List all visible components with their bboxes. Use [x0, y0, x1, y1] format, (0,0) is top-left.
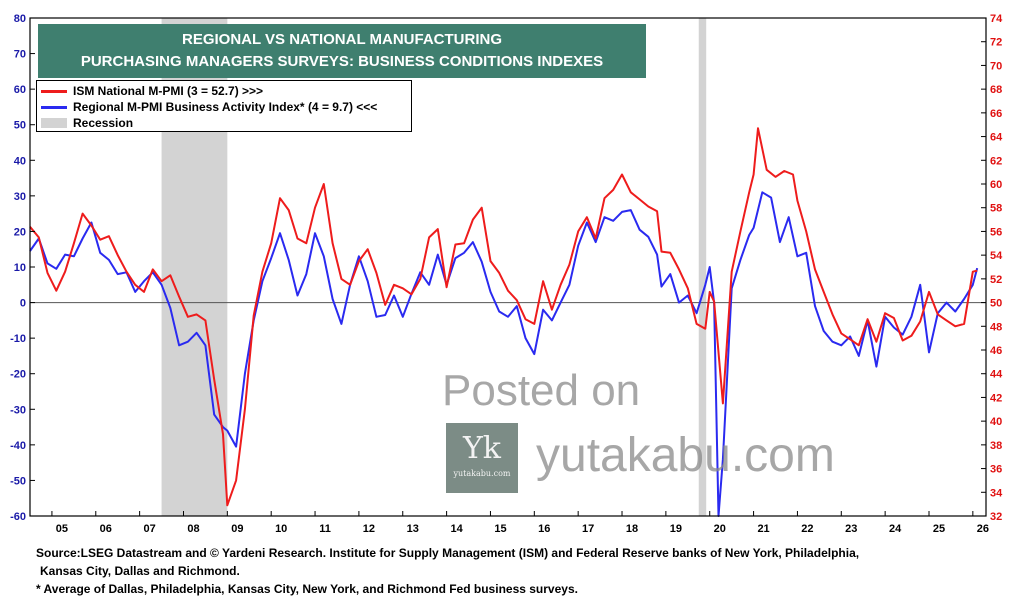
- watermark-line2: yutakabu.com: [536, 429, 835, 482]
- left-tick-label: 60: [14, 84, 26, 96]
- x-tick-label: 20: [714, 523, 726, 535]
- right-tick-label: 62: [990, 155, 1002, 167]
- logo-text: yutakabu.com: [453, 469, 511, 478]
- x-tick-label: 18: [626, 523, 638, 535]
- x-tick-label: 12: [363, 523, 375, 535]
- right-tick-label: 68: [990, 84, 1002, 96]
- watermark-line1: Posted on: [442, 366, 641, 415]
- right-tick-label: 74: [990, 13, 1003, 25]
- right-tick-label: 44: [990, 369, 1003, 381]
- left-y-axis: -60 -50 -40 -30 -20 -10 0 10 20 30 40 50 60 70 80: [10, 13, 35, 523]
- left-tick-label: 80: [14, 13, 26, 25]
- x-tick-label: 25: [933, 523, 945, 535]
- right-tick-label: 48: [990, 321, 1002, 333]
- x-tick-label: 14: [450, 523, 463, 535]
- x-tick-label: 15: [494, 523, 506, 535]
- right-tick-label: 56: [990, 226, 1002, 238]
- left-tick-label: 50: [14, 120, 26, 132]
- left-tick-label: -10: [10, 333, 26, 345]
- x-tick-label: 08: [187, 523, 199, 535]
- legend-label-regional: Regional M-PMI Business Activity Index* …: [73, 100, 378, 114]
- x-tick-label: 22: [801, 523, 813, 535]
- left-tick-label: 10: [14, 262, 26, 274]
- chart-title: REGIONAL VS NATIONAL MANUFACTURING PURCH…: [38, 24, 646, 78]
- right-tick-label: 60: [990, 179, 1002, 191]
- left-tick-label: -60: [10, 511, 26, 523]
- right-tick-label: 36: [990, 464, 1002, 476]
- x-tick-label: 05: [56, 523, 68, 535]
- right-tick-label: 34: [990, 487, 1003, 499]
- right-tick-label: 50: [990, 298, 1002, 310]
- right-tick-label: 64: [990, 132, 1003, 144]
- legend: ISM National M-PMI (3 = 52.7) >>> Region…: [36, 80, 412, 132]
- legend-swatch-recession: [41, 118, 67, 128]
- x-tick-label: 17: [582, 523, 594, 535]
- x-tick-label: 06: [100, 523, 112, 535]
- left-tick-label: 20: [14, 226, 26, 238]
- series-line-ism: [29, 127, 978, 507]
- watermark-logo: Yk yutakabu.com: [446, 423, 518, 493]
- legend-item-ism: ISM National M-PMI (3 = 52.7) >>>: [41, 83, 407, 99]
- right-tick-label: 72: [990, 37, 1002, 49]
- x-tick-label: 07: [144, 523, 156, 535]
- right-tick-label: 58: [990, 203, 1002, 215]
- legend-item-regional: Regional M-PMI Business Activity Index* …: [41, 99, 407, 115]
- source-line1: Source:LSEG Datastream and © Yardeni Res…: [36, 546, 860, 560]
- x-tick-label: 21: [757, 523, 769, 535]
- right-tick-label: 40: [990, 416, 1002, 428]
- x-tick-label: 23: [845, 523, 857, 535]
- right-y-axis: 32 34 36 38 40 42 44 46 48 50 52 54 56 58 60 62 64 66 68 70…: [981, 13, 1003, 523]
- left-tick-label: 70: [14, 49, 26, 61]
- footnote: * Average of Dallas, Philadelphia, Kansa…: [36, 582, 578, 596]
- left-tick-label: 40: [14, 155, 26, 167]
- source-line2: Kansas City, Dallas and Richmond.: [40, 564, 240, 578]
- left-tick-label: -30: [10, 404, 26, 416]
- right-tick-label: 54: [990, 250, 1003, 262]
- x-tick-label: 24: [889, 523, 902, 535]
- legend-label-ism: ISM National M-PMI (3 = 52.7) >>>: [73, 84, 264, 98]
- left-tick-label: -40: [10, 440, 26, 452]
- title-line1: REGIONAL VS NATIONAL MANUFACTURING: [181, 31, 502, 48]
- left-tick-label: 30: [14, 191, 26, 203]
- footer: Source:LSEG Datastream and © Yardeni Res…: [36, 544, 996, 598]
- x-tick-label: 11: [319, 523, 331, 535]
- legend-label-recession: Recession: [73, 116, 134, 130]
- left-tick-label: -20: [10, 369, 26, 381]
- x-tick-label: 16: [538, 523, 550, 535]
- x-tick-label: 26: [977, 523, 989, 535]
- right-tick-label: 38: [990, 440, 1002, 452]
- x-tick-label: 10: [275, 523, 287, 535]
- left-tick-label: 0: [20, 298, 26, 310]
- right-tick-label: 42: [990, 392, 1002, 404]
- right-tick-label: 32: [990, 511, 1002, 523]
- right-tick-label: 46: [990, 345, 1002, 357]
- right-tick-label: 70: [990, 60, 1002, 72]
- title-line2: PURCHASING MANAGERS SURVEYS: BUSINESS CO…: [80, 53, 604, 70]
- x-tick-label: 09: [231, 523, 243, 535]
- series-lines: [29, 127, 979, 517]
- x-axis: 05 06 07 08 09 10 11 12 13 14 15 16 17 18 19 20 21 22 23 24…: [51, 511, 989, 535]
- left-tick-label: -50: [10, 475, 26, 487]
- logo-glyph: Yk: [463, 431, 501, 466]
- right-tick-label: 52: [990, 274, 1002, 286]
- recession-band-1: [698, 18, 707, 516]
- series-line-regional: [29, 191, 979, 517]
- x-tick-label: 13: [407, 523, 419, 535]
- right-tick-label: 66: [990, 108, 1002, 120]
- legend-swatch-regional: [41, 105, 67, 109]
- legend-item-recession: Recession: [41, 115, 407, 131]
- legend-swatch-ism: [41, 89, 67, 93]
- x-tick-label: 19: [670, 523, 682, 535]
